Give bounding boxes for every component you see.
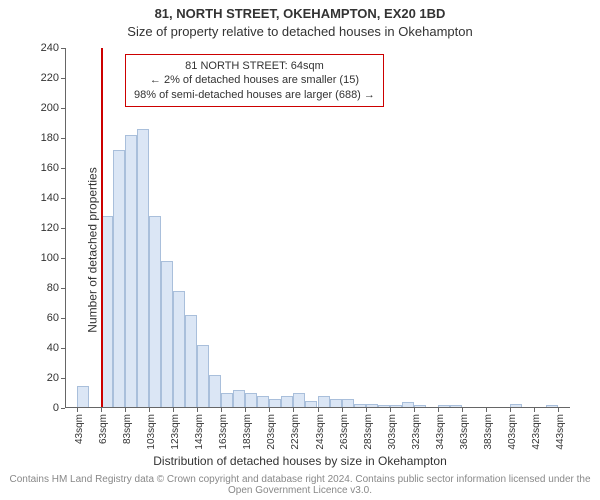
annotation-line-1: 81 NORTH STREET: 64sqm — [134, 59, 375, 73]
y-tick-label: 160 — [29, 162, 59, 174]
y-tick-mark — [61, 228, 65, 229]
y-tick-label: 200 — [29, 102, 59, 114]
x-tick-label: 403sqm — [507, 378, 518, 414]
x-tick-label: 243sqm — [315, 378, 326, 414]
histogram-bar — [137, 129, 149, 408]
y-tick-mark — [61, 198, 65, 199]
y-tick-label: 120 — [29, 222, 59, 234]
y-tick-label: 100 — [29, 252, 59, 264]
chart-container: 81, NORTH STREET, OKEHAMPTON, EX20 1BD S… — [0, 0, 600, 500]
x-tick-label: 123sqm — [170, 378, 181, 414]
y-tick-mark — [61, 378, 65, 379]
y-tick-label: 40 — [29, 342, 59, 354]
x-tick-label: 283sqm — [363, 378, 374, 414]
x-axis-label: Distribution of detached houses by size … — [0, 454, 600, 468]
x-tick-label: 323sqm — [411, 378, 422, 414]
x-tick-label: 203sqm — [266, 378, 277, 414]
y-tick-mark — [61, 78, 65, 79]
y-tick-mark — [61, 108, 65, 109]
y-tick-label: 60 — [29, 312, 59, 324]
y-tick-mark — [61, 138, 65, 139]
property-marker-line — [101, 48, 103, 408]
annotation-line-2: ← 2% of detached houses are smaller (15) — [134, 73, 375, 87]
y-tick-mark — [61, 408, 65, 409]
x-tick-label: 303sqm — [387, 378, 398, 414]
y-tick-label: 80 — [29, 282, 59, 294]
x-tick-label: 83sqm — [122, 384, 133, 414]
attribution-text: Contains HM Land Registry data © Crown c… — [0, 474, 600, 496]
x-tick-label: 423sqm — [531, 378, 542, 414]
y-tick-label: 0 — [29, 402, 59, 414]
x-tick-label: 43sqm — [74, 384, 85, 414]
x-tick-label: 223sqm — [290, 378, 301, 414]
y-axis-line — [65, 48, 66, 408]
chart-title-1: 81, NORTH STREET, OKEHAMPTON, EX20 1BD — [0, 6, 600, 21]
x-tick-label: 343sqm — [435, 378, 446, 414]
chart-title-2: Size of property relative to detached ho… — [0, 24, 600, 39]
y-tick-label: 180 — [29, 132, 59, 144]
y-tick-mark — [61, 48, 65, 49]
y-tick-mark — [61, 258, 65, 259]
y-tick-mark — [61, 318, 65, 319]
plot-area: 020406080100120140160180200220240 43sqm6… — [65, 48, 570, 408]
x-tick-label: 363sqm — [459, 378, 470, 414]
y-tick-mark — [61, 348, 65, 349]
x-tick-label: 143sqm — [194, 378, 205, 414]
annotation-box: 81 NORTH STREET: 64sqm ← 2% of detached … — [125, 54, 384, 107]
histogram-bar — [125, 135, 137, 408]
y-tick-mark — [61, 168, 65, 169]
x-tick-label: 183sqm — [242, 378, 253, 414]
y-tick-label: 240 — [29, 42, 59, 54]
y-tick-label: 140 — [29, 192, 59, 204]
x-tick-label: 63sqm — [98, 384, 109, 414]
x-tick-label: 163sqm — [218, 378, 229, 414]
x-tick-label: 103sqm — [146, 378, 157, 414]
y-tick-label: 220 — [29, 72, 59, 84]
y-tick-mark — [61, 288, 65, 289]
x-tick-label: 443sqm — [555, 378, 566, 414]
histogram-bar — [113, 150, 125, 408]
x-tick-label: 263sqm — [339, 378, 350, 414]
annotation-line-3: 98% of semi-detached houses are larger (… — [134, 88, 375, 102]
y-tick-label: 20 — [29, 372, 59, 384]
x-tick-label: 383sqm — [483, 378, 494, 414]
